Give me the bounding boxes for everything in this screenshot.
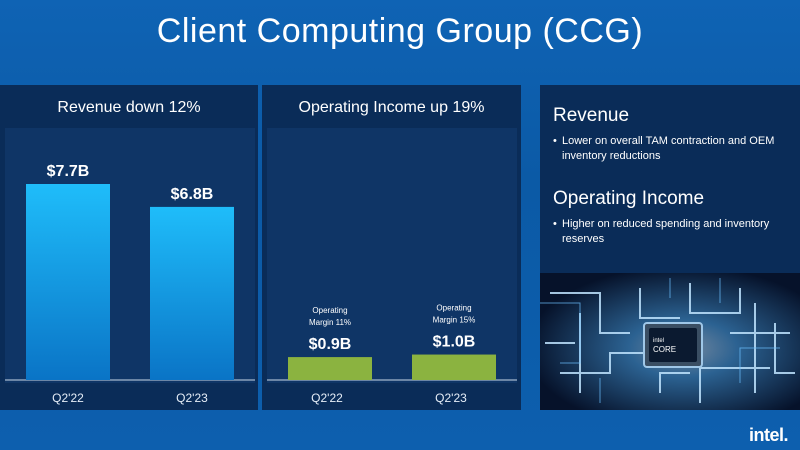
revenue-bar-1 — [26, 184, 110, 380]
revenue-bullet-text: Lower on overall TAM contraction and OEM… — [562, 135, 775, 162]
revenue-bullet: • Lower on overall TAM contraction and O… — [553, 134, 793, 164]
revenue-bar-2 — [150, 206, 234, 380]
revenue-panel: Revenue down 12% $7.7B $6.8B Q2'22 Q2'23 — [0, 85, 258, 410]
oi-annotation-2-line-2: Margin 15% — [433, 316, 476, 325]
intel-logo: intel. — [748, 425, 789, 445]
oi-x-tick-1: Q2'22 — [311, 391, 343, 405]
circuit-board-graphic: intel CORE — [540, 273, 800, 410]
operating-income-heading: Operating Income — [553, 188, 705, 209]
processor-chip-image: intel CORE — [540, 273, 800, 410]
oi-x-tick-2: Q2'23 — [435, 391, 467, 405]
oi-annotation-1-line-2: Margin 11% — [309, 318, 351, 327]
oi-bar-2 — [412, 354, 496, 380]
commentary-panel: Revenue • Lower on overall TAM contracti… — [540, 85, 800, 410]
cpu-chip: intel CORE — [643, 322, 703, 368]
revenue-data-label-2: $6.8B — [171, 186, 214, 203]
operating-income-chart-title: Operating Income up 19% — [298, 99, 485, 116]
revenue-x-tick-2: Q2'23 — [176, 391, 208, 405]
oi-bar-1 — [288, 357, 372, 380]
page-title: Client Computing Group (CCG) — [156, 12, 644, 50]
oi-data-label-2: $1.0B — [433, 334, 476, 351]
operating-income-panel: Operating Income up 19% $0.9B Operating Ma… — [262, 85, 521, 410]
revenue-chart-title: Revenue down 12% — [57, 99, 201, 116]
chip-brand-text: intel — [653, 338, 664, 344]
revenue-data-label-1: $7.7B — [47, 163, 90, 180]
operating-income-bullet: • Higher on reduced spending and invento… — [553, 217, 793, 247]
oi-annotation-1-line-1: Operating — [312, 306, 347, 315]
oi-data-label-1: $0.9B — [309, 336, 352, 353]
revenue-plot-area: $7.7B $6.8B — [5, 128, 255, 383]
operating-income-bullet-text: Higher on reduced spending and inventory… — [562, 218, 770, 245]
revenue-heading: Revenue — [553, 105, 630, 126]
revenue-x-tick-1: Q2'22 — [52, 391, 84, 405]
operating-income-plot-area: $0.9B Operating Margin 11% $1.0B Operating Ma… — [267, 128, 517, 383]
oi-annotation-2-line-1: Operating — [436, 304, 471, 313]
operating-income-chart: $0.9B Operating Margin 11% $1.0B Operating Ma… — [267, 304, 517, 381]
chip-core-text: CORE — [653, 345, 676, 354]
revenue-chart: $7.7B $6.8B — [5, 163, 255, 381]
